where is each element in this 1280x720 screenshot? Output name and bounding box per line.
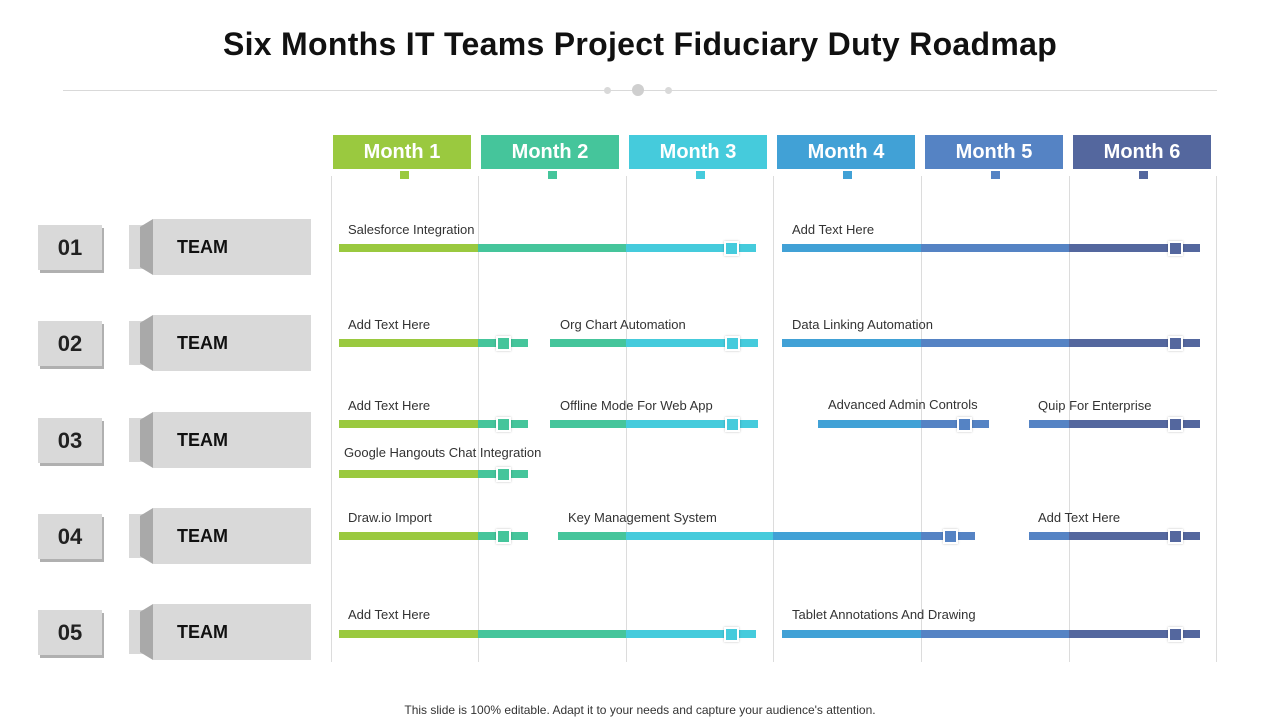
task-label: Quip For Enterprise xyxy=(1038,398,1152,413)
task-milestone xyxy=(496,467,511,482)
team-tab-back xyxy=(129,610,143,654)
divider-dot-center xyxy=(632,84,644,96)
task-label: Tablet Annotations And Drawing xyxy=(792,607,976,622)
task-milestone xyxy=(1168,627,1183,642)
task-bar xyxy=(550,339,758,347)
task-bar xyxy=(782,630,1200,638)
team-tab-bevel xyxy=(140,508,153,564)
task-bar xyxy=(339,630,756,638)
grid-line xyxy=(1216,176,1217,662)
team-tab-bevel xyxy=(140,315,153,371)
team-label: TEAM xyxy=(153,508,311,564)
task-milestone xyxy=(1168,336,1183,351)
month-tick xyxy=(991,171,1000,179)
team-label: TEAM xyxy=(153,604,311,660)
task-bar xyxy=(558,532,975,540)
task-milestone xyxy=(724,627,739,642)
task-bar xyxy=(339,244,756,252)
task-bar xyxy=(782,244,1200,252)
month-tick xyxy=(696,171,705,179)
task-bar xyxy=(1029,420,1200,428)
team-label: TEAM xyxy=(153,412,311,468)
task-label: Advanced Admin Controls xyxy=(828,397,978,412)
task-label: Salesforce Integration xyxy=(348,222,475,237)
task-milestone xyxy=(1168,529,1183,544)
task-label: Org Chart Automation xyxy=(560,317,686,332)
divider-dot xyxy=(665,87,672,94)
month-tick xyxy=(548,171,557,179)
task-bar xyxy=(782,339,1200,347)
task-label: Add Text Here xyxy=(348,607,431,622)
grid-line xyxy=(478,176,479,662)
task-label: Add Text Here xyxy=(348,398,431,413)
task-bar xyxy=(550,420,758,428)
task-label: Draw.io Import xyxy=(348,510,432,525)
divider-dot xyxy=(604,87,611,94)
grid-line xyxy=(921,176,922,662)
grid-line xyxy=(626,176,627,662)
task-label: Add Text Here xyxy=(1038,510,1121,525)
team-tab-back xyxy=(129,514,143,558)
grid-line xyxy=(773,176,774,662)
task-milestone xyxy=(1168,241,1183,256)
team-tab-back xyxy=(129,225,143,269)
task-bar xyxy=(1029,532,1200,540)
team-tab-bevel xyxy=(140,219,153,275)
task-label: Add Text Here xyxy=(348,317,431,332)
month-tick xyxy=(1139,171,1148,179)
row-number: 03 xyxy=(38,418,102,463)
team-tab-bevel xyxy=(140,412,153,468)
task-label: Add Text Here xyxy=(792,222,875,237)
task-milestone xyxy=(957,417,972,432)
task-label: Data Linking Automation xyxy=(792,317,933,332)
task-bar xyxy=(818,420,989,428)
task-milestone xyxy=(943,529,958,544)
task-milestone xyxy=(724,241,739,256)
task-label: Offline Mode For Web App xyxy=(560,398,713,413)
row-number: 04 xyxy=(38,514,102,559)
month-header-3: Month 3 xyxy=(629,135,767,169)
month-tick xyxy=(843,171,852,179)
team-label: TEAM xyxy=(153,219,311,275)
task-label: Key Management System xyxy=(568,510,717,525)
footer-note: This slide is 100% editable. Adapt it to… xyxy=(404,703,876,717)
month-tick xyxy=(400,171,409,179)
task-milestone xyxy=(496,417,511,432)
grid-line xyxy=(331,176,332,662)
task-milestone xyxy=(725,417,740,432)
month-header-6: Month 6 xyxy=(1073,135,1211,169)
month-header-2: Month 2 xyxy=(481,135,619,169)
month-header-1: Month 1 xyxy=(333,135,471,169)
team-tab-bevel xyxy=(140,604,153,660)
row-number: 05 xyxy=(38,610,102,655)
task-milestone xyxy=(725,336,740,351)
row-number: 01 xyxy=(38,225,102,270)
row-number: 02 xyxy=(38,321,102,366)
task-label: Google Hangouts Chat Integration xyxy=(344,445,542,460)
task-milestone xyxy=(496,529,511,544)
month-header-4: Month 4 xyxy=(777,135,915,169)
task-milestone xyxy=(496,336,511,351)
team-tab-back xyxy=(129,418,143,462)
page-title: Six Months IT Teams Project Fiduciary Du… xyxy=(222,26,1058,62)
grid-line xyxy=(1069,176,1070,662)
team-label: TEAM xyxy=(153,315,311,371)
month-header-5: Month 5 xyxy=(925,135,1063,169)
task-milestone xyxy=(1168,417,1183,432)
team-tab-back xyxy=(129,321,143,365)
